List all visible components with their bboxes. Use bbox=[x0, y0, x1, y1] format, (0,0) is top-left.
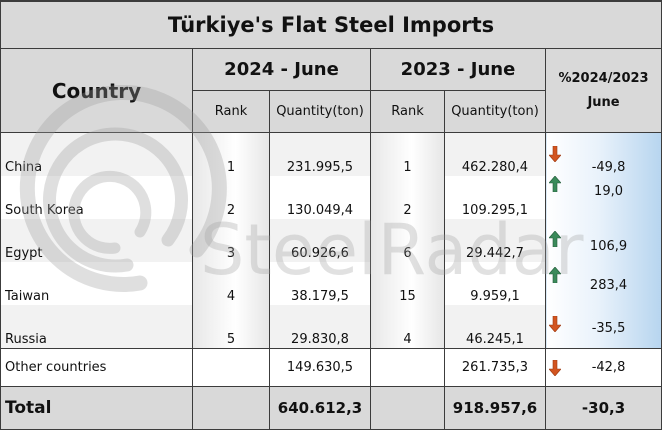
rank-2024 bbox=[192, 348, 270, 387]
table-row: Egypt 3 60.926,6 6 29.442,7 106,9 bbox=[0, 219, 662, 262]
change-cell: 106,9 bbox=[544, 219, 662, 262]
quantity-2024: 130.049,4 bbox=[269, 176, 371, 219]
period-2023-header: 2023 - June bbox=[370, 48, 546, 91]
change-value: 19,0 bbox=[594, 184, 623, 199]
quantity-2023: 109.295,1 bbox=[444, 176, 546, 219]
total-quantity-2024: 640.612,3 bbox=[269, 386, 371, 430]
table-row: Russia 5 29.830,8 4 46.245,1 -35,5 bbox=[0, 305, 662, 349]
rank-2024 bbox=[192, 386, 270, 430]
table-title: Türkiye's Flat Steel Imports bbox=[0, 0, 662, 49]
quantity-2023: 462.280,4 bbox=[444, 132, 546, 176]
rank-2023: 4 bbox=[370, 305, 445, 349]
change-value: 283,4 bbox=[589, 278, 628, 293]
country-name: China bbox=[0, 132, 193, 176]
arrow-down-icon bbox=[549, 146, 561, 162]
change-cell: 19,0 bbox=[544, 176, 662, 219]
change-cell: -49,8 bbox=[544, 132, 662, 176]
arrow-up-icon bbox=[549, 231, 561, 247]
country-name: South Korea bbox=[0, 176, 193, 219]
change-value: -35,5 bbox=[591, 321, 626, 336]
arrow-up-icon bbox=[549, 176, 561, 192]
change-cell: -42,8 bbox=[544, 348, 662, 387]
rank-2023: 15 bbox=[370, 262, 445, 305]
quantity-2024: 231.995,5 bbox=[269, 132, 371, 176]
change-value: -42,8 bbox=[591, 360, 626, 375]
rank-2024-header: Rank bbox=[192, 90, 270, 133]
quantity-2023: 29.442,7 bbox=[444, 219, 546, 262]
change-header-line2: June bbox=[587, 94, 620, 110]
change-header-line1: %2024/2023 bbox=[558, 70, 649, 86]
quantity-2024: 29.830,8 bbox=[269, 305, 371, 349]
country-name: Egypt bbox=[0, 219, 193, 262]
country-name: Other countries bbox=[0, 348, 193, 387]
total-label: Total bbox=[0, 386, 193, 430]
quantity-2024: 149.630,5 bbox=[269, 348, 371, 387]
rank-2023: 2 bbox=[370, 176, 445, 219]
rank-2024: 1 bbox=[192, 132, 270, 176]
rank-2024: 4 bbox=[192, 262, 270, 305]
quantity-2023: 9.959,1 bbox=[444, 262, 546, 305]
change-cell: 283,4 bbox=[544, 262, 662, 305]
rank-2023 bbox=[370, 386, 445, 430]
country-name: Russia bbox=[0, 305, 193, 349]
period-2024-header: 2024 - June bbox=[192, 48, 371, 91]
total-row: Total 640.612,3 918.957,6 -30,3 bbox=[0, 386, 662, 430]
rank-2023 bbox=[370, 348, 445, 387]
country-header: Country bbox=[0, 48, 193, 133]
arrow-down-icon bbox=[549, 360, 561, 376]
quantity-2024: 38.179,5 bbox=[269, 262, 371, 305]
rank-2023-header: Rank bbox=[370, 90, 445, 133]
arrow-up-icon bbox=[549, 267, 561, 283]
other-countries-row: Other countries 149.630,5 261.735,3 -42,… bbox=[0, 348, 662, 387]
rank-2023: 6 bbox=[370, 219, 445, 262]
quantity-2023: 261.735,3 bbox=[444, 348, 546, 387]
change-value: -49,8 bbox=[591, 160, 626, 175]
rank-2024: 5 bbox=[192, 305, 270, 349]
change-cell: -35,5 bbox=[544, 305, 662, 349]
quantity-2024: 60.926,6 bbox=[269, 219, 371, 262]
table-row: South Korea 2 130.049,4 2 109.295,1 19,0 bbox=[0, 176, 662, 219]
change-header: %2024/2023 June bbox=[544, 48, 662, 133]
country-name: Taiwan bbox=[0, 262, 193, 305]
rank-2024: 3 bbox=[192, 219, 270, 262]
change-value: 106,9 bbox=[589, 239, 628, 254]
quantity-2023-header: Quantity(ton) bbox=[444, 90, 546, 133]
rank-2023: 1 bbox=[370, 132, 445, 176]
rank-2024: 2 bbox=[192, 176, 270, 219]
table-row: Taiwan 4 38.179,5 15 9.959,1 283,4 bbox=[0, 262, 662, 305]
total-quantity-2023: 918.957,6 bbox=[444, 386, 546, 430]
table-row: China 1 231.995,5 1 462.280,4 -49,8 bbox=[0, 132, 662, 176]
total-change: -30,3 bbox=[544, 386, 662, 430]
quantity-2023: 46.245,1 bbox=[444, 305, 546, 349]
arrow-down-icon bbox=[549, 316, 561, 332]
quantity-2024-header: Quantity(ton) bbox=[269, 90, 371, 133]
